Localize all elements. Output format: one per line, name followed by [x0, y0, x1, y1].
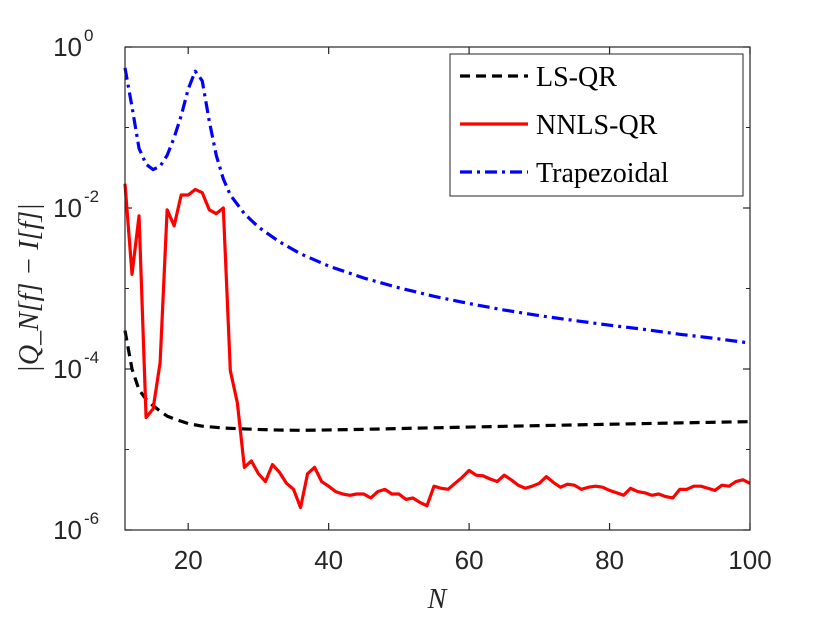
x-tick-label: 100 [728, 545, 771, 575]
y-tick-label: 10 -4 [53, 348, 99, 384]
x-tick-label: 80 [595, 545, 624, 575]
series-line-ls-qr [123, 330, 751, 432]
x-tick-label: 40 [314, 545, 343, 575]
y-tick-base: 10 [53, 515, 82, 545]
y-tick-label: 10 0 [53, 26, 93, 62]
series-line-trapezoidal [123, 67, 751, 345]
y-tick-label: 10 -6 [53, 509, 99, 545]
legend-label: Trapezoidal [536, 158, 669, 189]
y-tick-base: 10 [53, 354, 82, 384]
y-tick-label: 10 -2 [53, 187, 99, 223]
y-tick-exponent: 0 [84, 26, 93, 45]
x-tick-label: 60 [455, 545, 484, 575]
y-axis-label: |Q_N[f] − I[f]| [14, 203, 45, 373]
x-axis-label: N [427, 584, 448, 615]
y-tick-exponent: -2 [84, 187, 99, 206]
legend: LS-QR NNLS-QR Trapezoidal [449, 53, 744, 197]
y-tick-exponent: -4 [84, 348, 99, 367]
y-tick-base: 10 [53, 193, 82, 223]
series-line-nnls-qr [123, 183, 751, 510]
y-tick-exponent: -6 [84, 509, 99, 528]
plot-area-frame [124, 46, 751, 531]
legend-label: NNLS-QR [536, 110, 658, 141]
series-layer [123, 67, 751, 510]
y-tick-base: 10 [53, 32, 82, 62]
legend-label: LS-QR [536, 62, 617, 93]
x-tick-label: 20 [174, 545, 203, 575]
